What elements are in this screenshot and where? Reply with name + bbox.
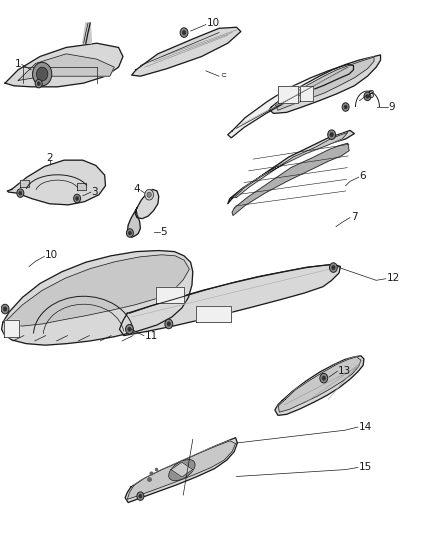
Text: 15: 15 bbox=[359, 463, 372, 472]
Circle shape bbox=[342, 103, 349, 111]
Circle shape bbox=[145, 189, 153, 200]
Text: 14: 14 bbox=[359, 422, 372, 432]
Circle shape bbox=[182, 30, 186, 35]
Circle shape bbox=[1, 304, 9, 314]
Text: 10: 10 bbox=[45, 250, 58, 260]
Circle shape bbox=[19, 191, 22, 195]
Polygon shape bbox=[171, 462, 193, 477]
Polygon shape bbox=[7, 255, 189, 326]
Polygon shape bbox=[132, 27, 241, 76]
Circle shape bbox=[128, 327, 131, 332]
Circle shape bbox=[17, 189, 24, 197]
Circle shape bbox=[366, 94, 369, 98]
Ellipse shape bbox=[169, 459, 195, 481]
Polygon shape bbox=[155, 287, 184, 303]
Circle shape bbox=[320, 373, 328, 383]
Circle shape bbox=[322, 376, 325, 380]
Polygon shape bbox=[279, 357, 361, 412]
Circle shape bbox=[328, 130, 336, 140]
Text: 12: 12 bbox=[387, 273, 400, 283]
Circle shape bbox=[75, 197, 79, 200]
Polygon shape bbox=[275, 356, 364, 415]
Polygon shape bbox=[228, 64, 353, 138]
Polygon shape bbox=[234, 133, 348, 197]
Text: 13: 13 bbox=[338, 366, 351, 376]
Circle shape bbox=[330, 133, 333, 137]
Text: 11: 11 bbox=[145, 330, 158, 341]
Polygon shape bbox=[77, 182, 86, 190]
Polygon shape bbox=[196, 306, 231, 322]
Circle shape bbox=[35, 79, 42, 88]
Circle shape bbox=[180, 28, 188, 37]
Text: 6: 6 bbox=[360, 171, 366, 181]
Circle shape bbox=[344, 105, 347, 109]
Circle shape bbox=[128, 231, 131, 235]
Circle shape bbox=[167, 322, 170, 326]
Text: 9: 9 bbox=[389, 102, 395, 112]
Circle shape bbox=[32, 62, 52, 86]
Polygon shape bbox=[127, 209, 141, 237]
Text: 1: 1 bbox=[15, 60, 21, 69]
Polygon shape bbox=[232, 143, 349, 215]
Circle shape bbox=[137, 492, 144, 500]
Polygon shape bbox=[7, 160, 106, 205]
Polygon shape bbox=[83, 23, 92, 43]
Circle shape bbox=[147, 192, 151, 197]
Circle shape bbox=[364, 92, 371, 101]
Circle shape bbox=[4, 307, 7, 311]
Polygon shape bbox=[5, 43, 123, 87]
Text: 8: 8 bbox=[367, 90, 374, 100]
Circle shape bbox=[36, 67, 48, 81]
Polygon shape bbox=[125, 438, 237, 503]
Circle shape bbox=[74, 194, 81, 203]
Polygon shape bbox=[20, 180, 29, 187]
Polygon shape bbox=[2, 251, 193, 345]
Polygon shape bbox=[278, 86, 297, 103]
Polygon shape bbox=[135, 189, 159, 219]
Text: 7: 7 bbox=[351, 212, 357, 222]
Text: 5: 5 bbox=[160, 227, 167, 237]
Polygon shape bbox=[4, 320, 19, 337]
Circle shape bbox=[329, 263, 337, 272]
Circle shape bbox=[332, 265, 335, 270]
Polygon shape bbox=[276, 57, 374, 110]
Polygon shape bbox=[120, 264, 340, 336]
Circle shape bbox=[139, 494, 142, 498]
Text: $\subset$: $\subset$ bbox=[219, 72, 228, 79]
Circle shape bbox=[37, 82, 40, 85]
Text: 2: 2 bbox=[46, 152, 53, 163]
Text: 3: 3 bbox=[92, 187, 98, 197]
Polygon shape bbox=[127, 441, 236, 499]
Polygon shape bbox=[300, 86, 313, 101]
Polygon shape bbox=[18, 54, 114, 80]
Circle shape bbox=[126, 325, 134, 334]
Polygon shape bbox=[228, 131, 354, 204]
Text: 4: 4 bbox=[134, 184, 141, 195]
Polygon shape bbox=[269, 55, 381, 114]
Text: 10: 10 bbox=[207, 18, 220, 28]
Circle shape bbox=[165, 319, 173, 329]
Circle shape bbox=[127, 229, 134, 237]
